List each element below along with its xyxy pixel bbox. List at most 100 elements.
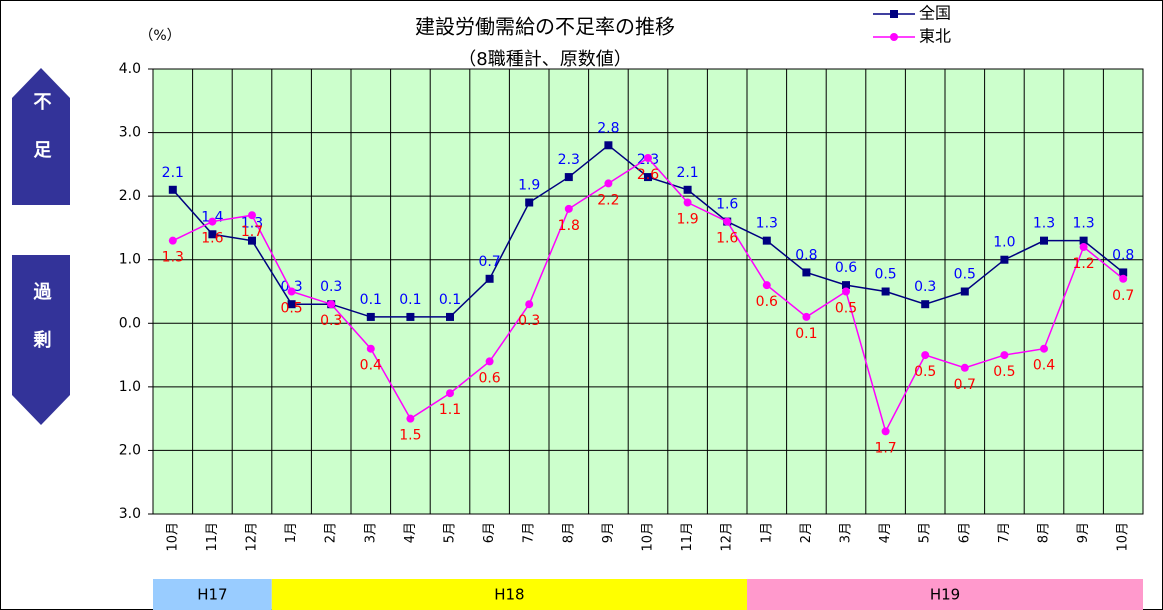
data-label: 1.1 <box>439 402 461 418</box>
data-label: 1.7 <box>874 440 896 456</box>
data-label: 2.2 <box>597 192 619 208</box>
data-label: 0.1 <box>399 292 421 308</box>
data-point <box>921 300 930 309</box>
data-label: 1.9 <box>518 178 540 194</box>
x-tick-label: 8月 <box>561 522 576 543</box>
data-label: 1.6 <box>201 231 223 247</box>
y-tick-label: 0.0 <box>119 315 141 331</box>
x-tick-label: 11月 <box>205 522 220 552</box>
data-label: 1.2 <box>1072 256 1094 272</box>
data-point <box>446 312 454 321</box>
side-label: 過剰 <box>31 282 53 378</box>
data-point <box>960 287 969 296</box>
x-tick-label: 3月 <box>839 522 854 543</box>
x-tick-label: 8月 <box>1037 522 1052 543</box>
x-tick-label: 2月 <box>799 522 814 543</box>
data-label: 0.8 <box>1112 247 1134 263</box>
data-point <box>168 236 177 245</box>
data-point <box>842 287 850 296</box>
data-point <box>802 268 811 277</box>
data-point <box>604 179 613 188</box>
data-label: 0.3 <box>320 279 342 295</box>
data-point <box>366 344 375 353</box>
data-label: 0.5 <box>914 364 936 380</box>
data-point <box>1079 236 1088 245</box>
data-label: 1.3 <box>162 250 184 266</box>
chart-subtitle: （8職種計、原数値） <box>458 49 631 70</box>
y-tick-label: 3.0 <box>119 125 141 141</box>
data-label: 0.5 <box>954 267 976 283</box>
x-tick-label: 12月 <box>245 522 260 552</box>
data-point <box>1079 243 1088 251</box>
data-label: 2.1 <box>676 165 698 181</box>
data-point <box>1000 351 1009 360</box>
data-label: 1.7 <box>241 224 263 240</box>
legend-marker <box>890 33 898 41</box>
data-point <box>525 198 534 207</box>
data-label: 1.6 <box>716 231 738 247</box>
data-label: 1.3 <box>1072 216 1094 232</box>
x-tick-label: 4月 <box>878 522 893 543</box>
data-label: 2.6 <box>637 167 659 183</box>
x-tick-label: 2月 <box>324 522 339 543</box>
data-label: 0.6 <box>835 260 857 276</box>
x-tick-label: 5月 <box>443 522 458 543</box>
y-tick-label: 1.0 <box>119 379 141 395</box>
data-label: 1.6 <box>716 197 738 213</box>
data-label: 0.1 <box>795 326 817 342</box>
data-point <box>1119 268 1128 277</box>
x-tick-label: 9月 <box>1076 522 1091 543</box>
data-label: 0.5 <box>835 301 857 317</box>
x-tick-label: 10月 <box>1116 522 1131 552</box>
data-label: 1.0 <box>993 235 1015 251</box>
data-point <box>208 217 217 226</box>
data-point <box>564 173 573 182</box>
x-tick-label: 6月 <box>957 522 972 543</box>
y-tick-label: 2.0 <box>119 442 141 458</box>
data-label: 0.5 <box>280 301 302 317</box>
unit-label: （%） <box>139 28 180 44</box>
data-point <box>327 300 336 309</box>
y-tick-label: 2.0 <box>119 188 141 204</box>
x-tick-label: 10月 <box>641 522 656 552</box>
data-point <box>248 211 256 220</box>
x-tick-label: 1月 <box>759 522 774 543</box>
data-point <box>881 427 890 436</box>
data-point <box>287 287 296 296</box>
data-point <box>802 312 811 321</box>
y-tick-label: 3.0 <box>119 506 141 522</box>
data-label: 0.7 <box>1112 288 1134 304</box>
x-tick-label: 10月 <box>165 522 180 552</box>
data-label: 1.8 <box>558 218 580 234</box>
y-tick-label: 4.0 <box>119 61 141 77</box>
data-label: 0.7 <box>478 254 500 270</box>
data-point <box>485 274 494 283</box>
data-label: 1.3 <box>1033 216 1055 232</box>
data-label: 0.4 <box>360 358 382 374</box>
data-point <box>644 154 652 162</box>
period-band <box>747 579 1143 610</box>
plot-area <box>152 68 1144 515</box>
data-point <box>960 363 969 372</box>
data-label: 0.3 <box>518 313 540 329</box>
data-label: 0.1 <box>360 292 382 308</box>
data-point <box>842 281 850 290</box>
surplus-arrow <box>12 255 70 425</box>
x-tick-label: 12月 <box>720 522 735 552</box>
data-point <box>1119 274 1128 283</box>
data-point <box>1040 236 1048 245</box>
data-label: 0.1 <box>439 292 461 308</box>
x-tick-label: 3月 <box>363 522 378 543</box>
data-point <box>683 185 692 194</box>
y-tick-label: 1.0 <box>119 252 141 268</box>
data-point <box>446 389 454 398</box>
data-point <box>485 357 494 366</box>
x-tick-label: 11月 <box>680 522 695 552</box>
data-label: 0.5 <box>874 267 896 283</box>
data-label: 1.3 <box>241 216 263 232</box>
data-label: 0.4 <box>1033 358 1055 374</box>
data-label: 0.3 <box>280 279 302 295</box>
data-point <box>921 351 930 360</box>
data-point <box>683 198 692 207</box>
